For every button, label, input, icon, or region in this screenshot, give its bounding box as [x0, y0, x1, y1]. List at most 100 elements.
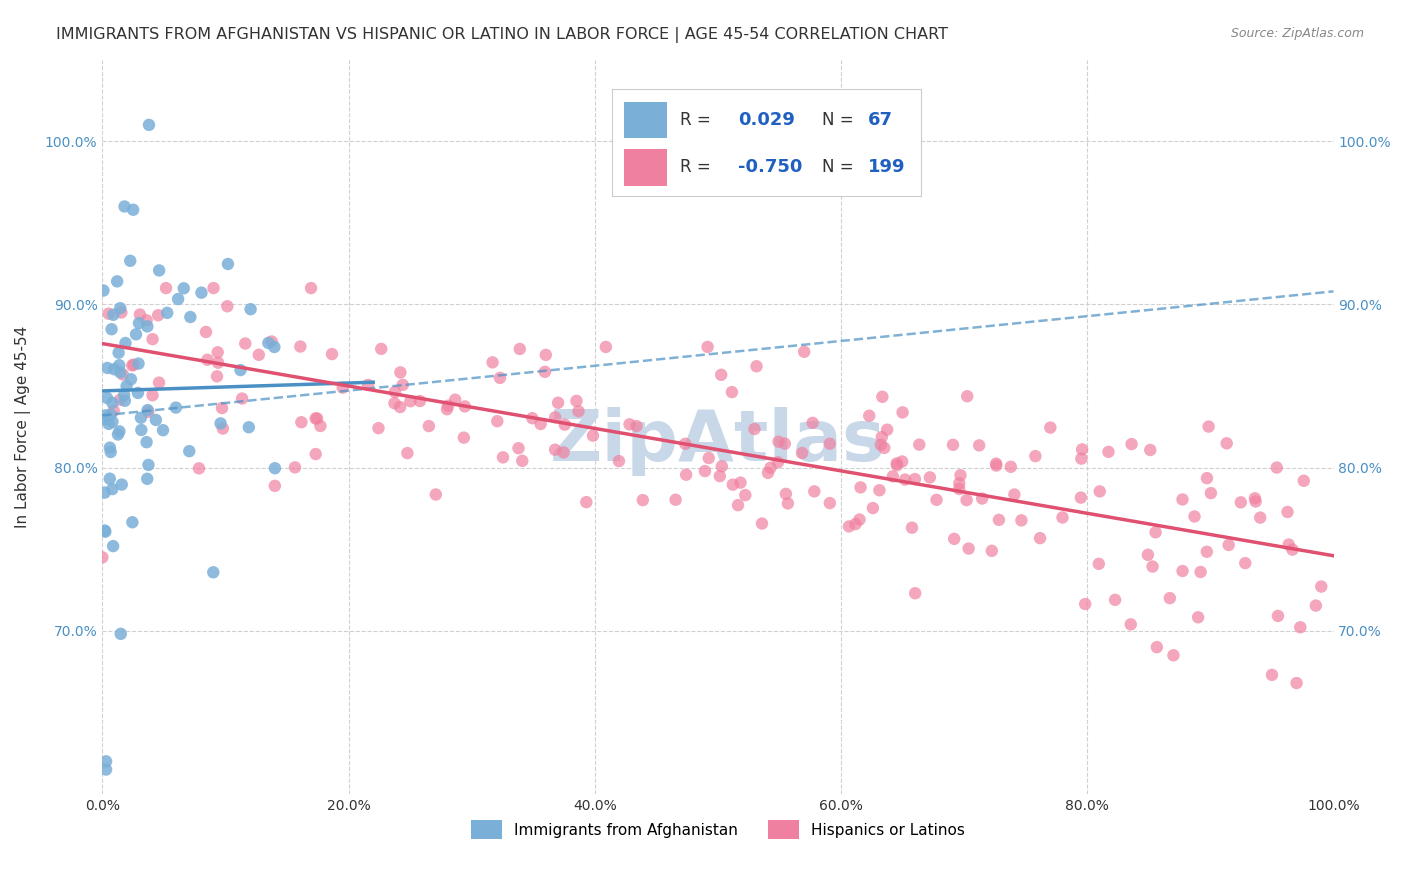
Point: [619, 417, 641, 432]
Point: [100, 445, 122, 459]
Point: [97, 307, 120, 321]
Text: N =: N =: [823, 159, 853, 177]
Point: [948, 482, 970, 496]
Point: [120, 253, 142, 268]
Point: [1285, 676, 1308, 690]
Point: [849, 480, 872, 494]
Point: [1244, 494, 1267, 508]
Point: [801, 416, 824, 430]
Point: [1144, 525, 1167, 540]
Point: [165, 401, 187, 415]
Point: [128, 316, 150, 330]
Point: [304, 411, 326, 425]
Point: [894, 473, 917, 487]
Point: [128, 357, 150, 371]
Point: [233, 336, 256, 351]
Point: [367, 421, 389, 435]
Point: [418, 419, 440, 434]
Point: [1000, 459, 1022, 474]
Point: [205, 369, 228, 384]
Point: [1002, 487, 1025, 501]
Point: [1139, 442, 1161, 457]
Point: [1097, 445, 1119, 459]
Point: [108, 358, 131, 372]
Point: [943, 532, 966, 546]
Point: [107, 427, 129, 442]
Point: [1198, 419, 1220, 434]
Point: [114, 393, 136, 408]
Point: [93, 412, 115, 426]
Point: [904, 586, 927, 600]
Point: [1071, 442, 1094, 457]
Point: [1088, 484, 1111, 499]
Point: [967, 438, 990, 452]
Point: [1249, 510, 1271, 524]
Point: [100, 322, 122, 336]
Point: [1195, 471, 1218, 485]
Point: [1171, 492, 1194, 507]
Text: IMMIGRANTS FROM AFGHANISTAN VS HISPANIC OR LATINO IN LABOR FORCE | AGE 45-54 COR: IMMIGRANTS FROM AFGHANISTAN VS HISPANIC …: [56, 27, 948, 43]
Point: [1171, 564, 1194, 578]
Point: [872, 390, 894, 404]
Point: [1310, 580, 1333, 594]
Point: [869, 438, 891, 452]
Point: [93, 524, 115, 538]
Point: [1052, 510, 1074, 524]
Point: [942, 438, 965, 452]
Point: [1136, 548, 1159, 562]
Point: [489, 371, 512, 385]
Point: [121, 359, 143, 373]
Point: [110, 301, 132, 316]
Point: [886, 458, 908, 473]
Point: [135, 435, 157, 450]
Point: [1119, 617, 1142, 632]
Point: [97, 417, 120, 431]
Bar: [624, 149, 668, 186]
Point: [1215, 436, 1237, 450]
Point: [399, 394, 422, 409]
Point: [409, 394, 432, 409]
Point: [710, 368, 733, 382]
Point: [91, 550, 114, 565]
Point: [1039, 420, 1062, 434]
Point: [631, 493, 654, 508]
Point: [211, 421, 233, 435]
Point: [93, 284, 115, 298]
Point: [122, 202, 145, 217]
Point: [544, 410, 567, 425]
Point: [444, 392, 467, 407]
Point: [1070, 491, 1092, 505]
Point: [101, 396, 124, 410]
Point: [565, 393, 588, 408]
Point: [1234, 556, 1257, 570]
Point: [509, 342, 531, 356]
Point: [148, 376, 170, 390]
Point: [948, 476, 970, 491]
Point: [129, 308, 152, 322]
Point: [925, 492, 948, 507]
Point: [972, 491, 994, 506]
Point: [425, 487, 447, 501]
Point: [1024, 449, 1046, 463]
Point: [136, 472, 159, 486]
Text: 0.029: 0.029: [738, 112, 796, 129]
Point: [553, 445, 575, 459]
Point: [775, 487, 797, 501]
Point: [115, 379, 138, 393]
Point: [131, 423, 153, 437]
Point: [768, 434, 790, 449]
Point: [1029, 531, 1052, 545]
Point: [155, 281, 177, 295]
Point: [138, 118, 160, 132]
Point: [1244, 491, 1267, 506]
Point: [510, 454, 533, 468]
Point: [194, 325, 217, 339]
Point: [1070, 451, 1092, 466]
Point: [94, 755, 117, 769]
Point: [876, 423, 898, 437]
Point: [129, 410, 152, 425]
Point: [138, 458, 160, 472]
Point: [908, 437, 931, 451]
Point: [730, 475, 752, 490]
Point: [156, 306, 179, 320]
